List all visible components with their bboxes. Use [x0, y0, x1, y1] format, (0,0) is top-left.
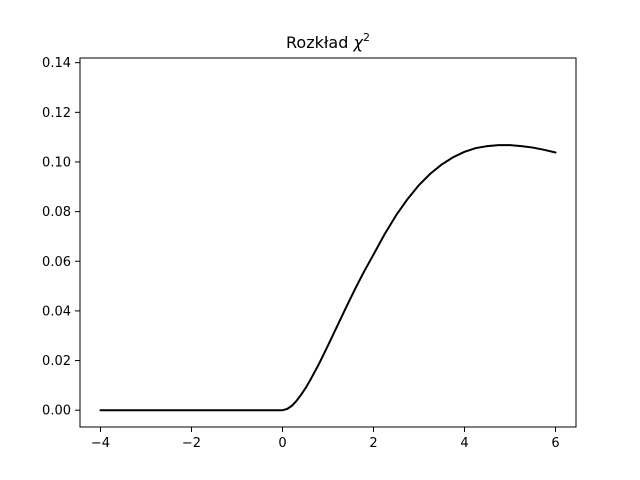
x-tick-label: −4 — [91, 436, 110, 451]
x-axis: −4 −2 0 2 4 6 — [91, 427, 560, 451]
y-tick-label: 0.06 — [42, 255, 71, 270]
x-tick-label: 2 — [369, 436, 377, 451]
series-line — [99, 144, 557, 412]
y-axis: 0.00 0.02 0.04 0.06 0.08 0.10 0.12 0.14 — [42, 56, 80, 419]
chart-title-superscript: 2 — [363, 31, 370, 44]
y-tick-label: 0.00 — [42, 404, 71, 419]
x-tick-label: −2 — [182, 436, 201, 451]
y-tick-label: 0.02 — [42, 354, 71, 369]
plot-area-frame — [79, 57, 577, 428]
y-tick-label: 0.08 — [42, 205, 71, 220]
x-tick-label: 6 — [551, 436, 559, 451]
x-tick-label: 0 — [278, 436, 286, 451]
y-tick-label: 0.14 — [42, 56, 71, 71]
x-tick-label: 4 — [460, 436, 468, 451]
y-tick-label: 0.04 — [42, 304, 71, 319]
chart-title-symbol: χ — [352, 33, 363, 52]
chart-title: Rozkład χ2 — [286, 31, 370, 52]
series-layer — [99, 144, 557, 412]
svg-text:Rozkład χ2: Rozkład χ2 — [286, 31, 370, 52]
y-tick-label: 0.12 — [42, 106, 71, 121]
y-tick-label: 0.10 — [42, 155, 71, 170]
chart-title-text: Rozkład — [286, 33, 353, 52]
